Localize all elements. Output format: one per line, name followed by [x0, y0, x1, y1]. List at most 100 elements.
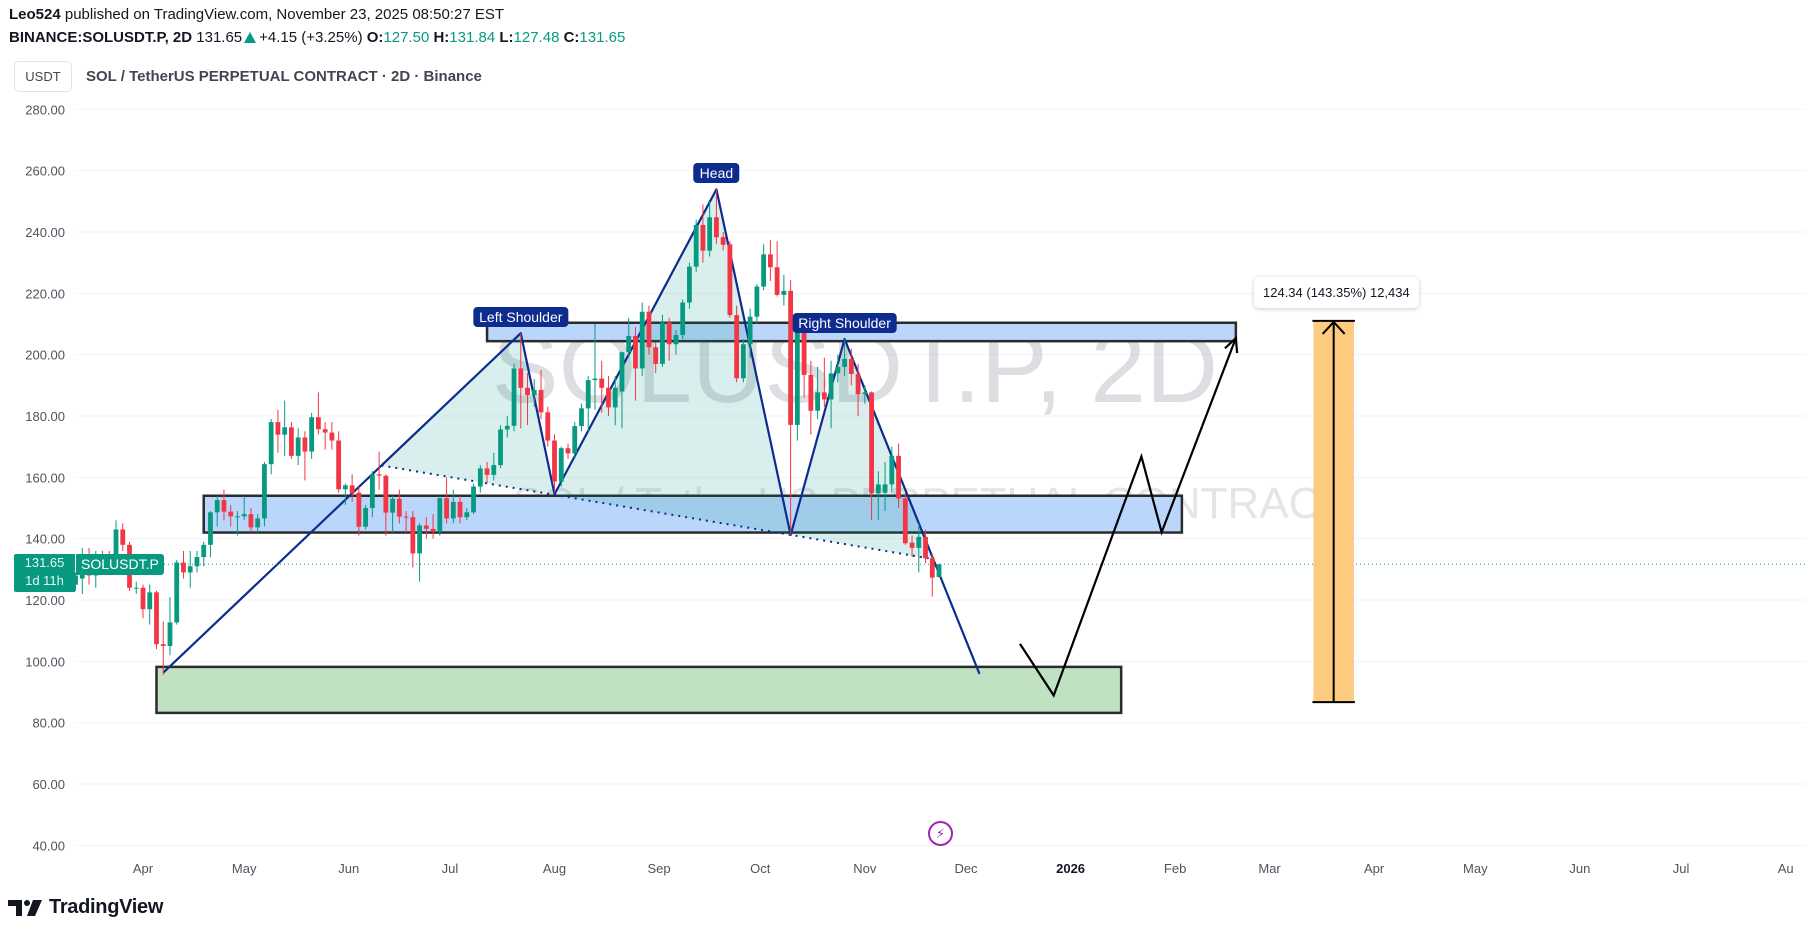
candle — [869, 391, 874, 521]
candle-body — [268, 422, 274, 465]
open-label: O: — [366, 29, 384, 46]
tradingview-logo[interactable]: TradingView — [8, 896, 163, 919]
candle-body — [774, 267, 780, 295]
candle-body — [909, 542, 915, 548]
candle — [754, 284, 760, 324]
candle — [262, 462, 267, 527]
candle — [612, 376, 618, 426]
candle — [531, 379, 537, 407]
price-tick-label: 60.00 — [32, 777, 65, 792]
candle — [882, 462, 888, 512]
candle-body — [727, 244, 733, 316]
candle-body — [639, 311, 645, 369]
candle — [687, 262, 692, 309]
candle-body — [208, 512, 213, 545]
candle-body — [815, 392, 820, 411]
candle — [579, 403, 584, 432]
time-tick-label: 2026 — [1056, 861, 1085, 876]
candle-body — [599, 378, 605, 388]
candle — [923, 529, 928, 564]
candle-body — [720, 237, 726, 245]
time-tick-label: Nov — [853, 861, 877, 876]
close-label: C: — [563, 29, 580, 46]
candle — [761, 244, 767, 291]
candle — [902, 492, 908, 545]
candle — [511, 363, 517, 432]
candle-body — [262, 464, 267, 519]
candle — [302, 431, 308, 481]
candle — [592, 323, 598, 410]
candle — [552, 434, 557, 493]
candle — [693, 219, 699, 272]
arrow-head-icon — [1224, 335, 1239, 354]
candle-body — [484, 468, 490, 475]
candle — [477, 465, 483, 493]
candle-body — [646, 311, 652, 348]
candle-body — [390, 498, 396, 513]
candle-body — [889, 455, 895, 485]
candle — [160, 621, 166, 676]
candle-body — [383, 475, 389, 513]
candle — [187, 550, 193, 588]
logo-text: TradingView — [49, 896, 164, 918]
candle — [315, 392, 321, 435]
candle — [167, 596, 173, 656]
candle-body — [194, 557, 200, 567]
candle-body — [592, 378, 598, 381]
candle-body — [552, 440, 557, 482]
high-value: 131.84 — [449, 29, 496, 46]
time-axis[interactable]: Apr May Jun Jul Aug Sep Oct Nov Dec 2026 Feb Mar Apr… — [133, 861, 1794, 876]
candle — [410, 511, 416, 568]
price-axis[interactable]: 280.00 260.00 240.00 220.00 200.00 180.00 160.… — [25, 102, 65, 853]
price-tick-label: 40.00 — [32, 838, 65, 853]
candle-body — [248, 514, 254, 528]
price-tick-label: 100.00 — [25, 654, 65, 669]
time-tick-label: Feb — [1164, 861, 1186, 876]
last-price-value: 131.65 — [24, 555, 65, 570]
lightning-icon[interactable]: ⚡︎ — [928, 821, 953, 846]
candle-body — [154, 592, 159, 645]
candle — [767, 239, 773, 282]
price-tick-label: 280.00 — [25, 102, 65, 117]
candle-body — [923, 536, 928, 559]
candle-body — [579, 408, 584, 427]
candle-body — [437, 498, 443, 532]
candle-body — [619, 352, 625, 392]
candle-body — [848, 358, 854, 374]
candle-body — [228, 511, 234, 517]
candle-body — [525, 387, 530, 396]
candle — [363, 504, 369, 530]
candle — [848, 348, 854, 386]
candle-body — [828, 373, 834, 400]
candle — [295, 428, 301, 466]
candle-body — [821, 392, 827, 400]
candle-body — [147, 592, 153, 610]
tradingview-logo-icon — [8, 899, 42, 916]
candle — [896, 443, 901, 509]
published-text: published on TradingView.com, November 2… — [64, 6, 505, 23]
author-name[interactable]: Leo524 — [9, 6, 61, 23]
candle-body — [342, 485, 348, 490]
candle — [113, 520, 119, 561]
candle-body — [120, 529, 126, 545]
candle-body — [572, 426, 578, 454]
candle — [342, 483, 348, 505]
price-range-tooltip: 124.34 (143.35%) 12,434 — [1254, 277, 1419, 308]
time-tick-label: Jun — [338, 861, 359, 876]
candle-body — [282, 427, 288, 435]
candle — [430, 514, 436, 539]
candle-body — [680, 302, 686, 336]
price-tick-label: 180.00 — [25, 409, 65, 424]
candle — [376, 451, 382, 490]
candle-body — [214, 500, 220, 513]
candle-body — [896, 455, 901, 499]
candle — [606, 376, 611, 416]
candle-body — [113, 529, 119, 558]
currency-button[interactable]: USDT — [14, 61, 72, 92]
candle-body — [666, 322, 672, 345]
candle-body — [788, 290, 794, 425]
candle-body — [336, 440, 342, 490]
candle — [781, 274, 787, 306]
candle — [154, 590, 159, 650]
